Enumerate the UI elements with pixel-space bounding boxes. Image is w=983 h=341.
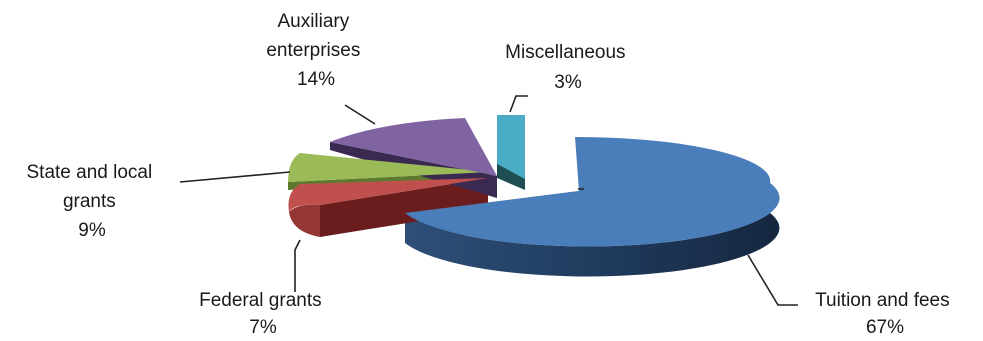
tuition-slice [405, 136, 780, 247]
tuition-rim [405, 183, 780, 277]
misc-slice [497, 115, 525, 179]
leader-auxiliary [344, 104, 376, 125]
slice-tops [288, 115, 780, 247]
auxiliary-slice [330, 118, 497, 176]
leader-state [179, 171, 291, 183]
data-labels: Tuition and fees 67% Federal grants 7% S… [27, 11, 955, 338]
federal-slice [288, 178, 488, 212]
label-federal: Federal grants 7% [199, 290, 327, 338]
state-slice [288, 153, 490, 182]
leader-federal [294, 239, 301, 292]
label-misc: Miscellaneous 3% [505, 42, 631, 93]
label-tuition: Tuition and fees 67% [815, 290, 955, 338]
leader-lines [179, 95, 798, 306]
leader-tuition [747, 254, 798, 306]
federal-inner-side [320, 178, 488, 237]
federal-rim [289, 204, 320, 237]
label-state: State and local grants 9% [27, 162, 158, 241]
leader-misc [509, 95, 528, 113]
label-auxiliary: Auxiliary enterprises 14% [266, 11, 365, 90]
